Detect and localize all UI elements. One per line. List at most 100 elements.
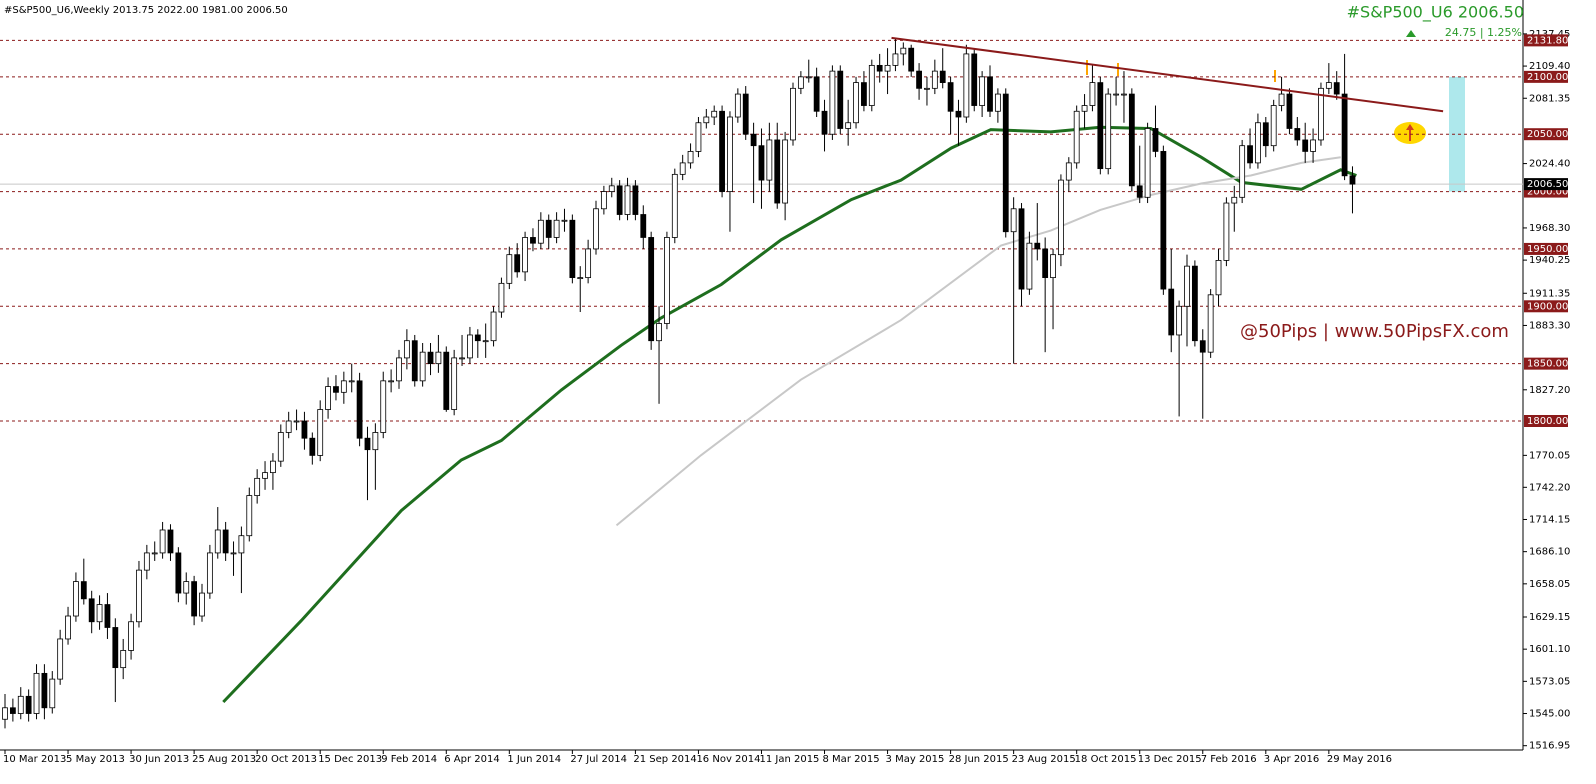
candle-body — [553, 219, 560, 238]
candle-body — [939, 70, 946, 83]
x-tick-label: 1 Jun 2014 — [507, 754, 561, 765]
candle-body — [1341, 93, 1348, 177]
x-tick-label: 27 Jul 2014 — [570, 754, 627, 765]
x-tick-label: 15 Dec 2013 — [318, 754, 382, 765]
watermark: @50Pips | www.50PipsFX.com — [1240, 321, 1509, 342]
candle-body — [340, 380, 347, 393]
candle-body — [719, 110, 725, 192]
candle-body — [1113, 93, 1119, 96]
candle-body — [96, 604, 103, 623]
chart-info: #S&P500_U6,Weekly 2013.75 2022.00 1981.0… — [4, 5, 288, 16]
level-label: 2050.00 — [1527, 129, 1568, 140]
last-price-box — [1524, 178, 1568, 191]
candle-body — [1168, 288, 1175, 336]
candle-body — [372, 432, 379, 451]
candle-body — [1144, 128, 1151, 198]
candle-body — [790, 87, 796, 141]
candle-body — [522, 237, 528, 273]
candle-body — [73, 581, 79, 617]
candle-body — [1026, 242, 1033, 290]
y-tick-label: 1883.30 — [1529, 320, 1570, 331]
candle-body — [356, 380, 363, 439]
candle-body — [191, 581, 198, 617]
candle-body — [1050, 254, 1056, 279]
y-tick-label: 1516.95 — [1529, 741, 1570, 752]
candle-body — [411, 340, 418, 382]
candle-body — [585, 248, 592, 279]
level-label-box — [1524, 34, 1568, 47]
candle-body — [451, 357, 458, 410]
candle-body — [648, 237, 655, 342]
y-tick-label: 1770.05 — [1529, 450, 1570, 461]
candle-body — [1223, 202, 1230, 261]
candle-body — [1058, 179, 1064, 256]
last-price-label: 2006.50 — [1527, 179, 1568, 190]
candle-body — [861, 82, 867, 106]
x-tick-label: 13 Dec 2015 — [1138, 754, 1202, 765]
candle-body — [750, 133, 757, 147]
candle-body — [616, 185, 623, 215]
candle-body — [853, 82, 859, 124]
candle-body — [892, 53, 899, 66]
candle-body — [994, 93, 1001, 112]
candle-body — [1302, 139, 1309, 152]
candle-body — [230, 552, 237, 555]
candle-body — [1191, 265, 1198, 342]
x-tick-label: 7 Feb 2016 — [1201, 754, 1257, 765]
candle-body — [427, 351, 434, 365]
candle-body — [1286, 93, 1293, 129]
candle-body — [277, 432, 284, 462]
candle-body — [821, 110, 828, 135]
candle-body — [254, 477, 261, 496]
candle-body — [120, 650, 127, 669]
candle-body — [1002, 93, 1009, 233]
candle-body — [1262, 122, 1269, 147]
candle-body — [845, 122, 852, 129]
candle-body — [388, 380, 395, 383]
candle-body — [1065, 162, 1072, 181]
x-tick-label: 20 Oct 2013 — [255, 754, 317, 765]
alert-arrow — [1406, 124, 1414, 141]
y-tick-label: 2024.40 — [1529, 159, 1570, 170]
x-tick-label: 9 Feb 2014 — [381, 754, 437, 765]
up-arrow — [1406, 30, 1416, 37]
candle-body — [1294, 128, 1301, 141]
level-label: 1800.00 — [1527, 416, 1568, 427]
x-tick-label: 6 Apr 2014 — [444, 754, 499, 765]
x-tick-label: 10 Mar 2013 — [3, 754, 66, 765]
level-label-box — [1524, 128, 1568, 141]
candle-body — [1152, 128, 1159, 152]
candle-body — [199, 592, 205, 617]
candle-body — [600, 191, 607, 210]
candle-body — [640, 214, 647, 238]
candle-body — [175, 552, 182, 594]
x-tick-label: 3 May 2015 — [886, 754, 945, 765]
y-tick-label: 1742.20 — [1529, 482, 1570, 493]
level-label-box — [1524, 300, 1568, 313]
x-tick-label: 11 Jan 2015 — [759, 754, 819, 765]
candle-body — [403, 340, 410, 359]
candle-body — [222, 529, 229, 554]
y-tick-label: 1714.15 — [1529, 514, 1570, 525]
candle-body — [112, 627, 119, 669]
candle-body — [931, 70, 938, 89]
candle-body — [1270, 105, 1277, 147]
moving-average — [222, 125, 1357, 704]
candle-body — [325, 386, 331, 410]
candle-body — [301, 420, 308, 439]
candle-body — [333, 386, 339, 393]
candle-body — [797, 76, 804, 89]
symbol-price: #S&P500_U6 2006.50 — [1347, 3, 1524, 23]
candle-body — [1121, 93, 1127, 96]
candle-body — [687, 151, 694, 164]
candle-body — [490, 311, 497, 342]
candle-body — [1318, 87, 1324, 141]
candle-body — [530, 237, 536, 244]
candle-body — [143, 552, 150, 571]
level-label-box — [1524, 242, 1568, 255]
candle-body — [1247, 145, 1253, 164]
x-tick-label: 25 Aug 2013 — [192, 754, 256, 765]
level-label: 2100.00 — [1527, 72, 1568, 83]
candle-body — [498, 282, 505, 313]
